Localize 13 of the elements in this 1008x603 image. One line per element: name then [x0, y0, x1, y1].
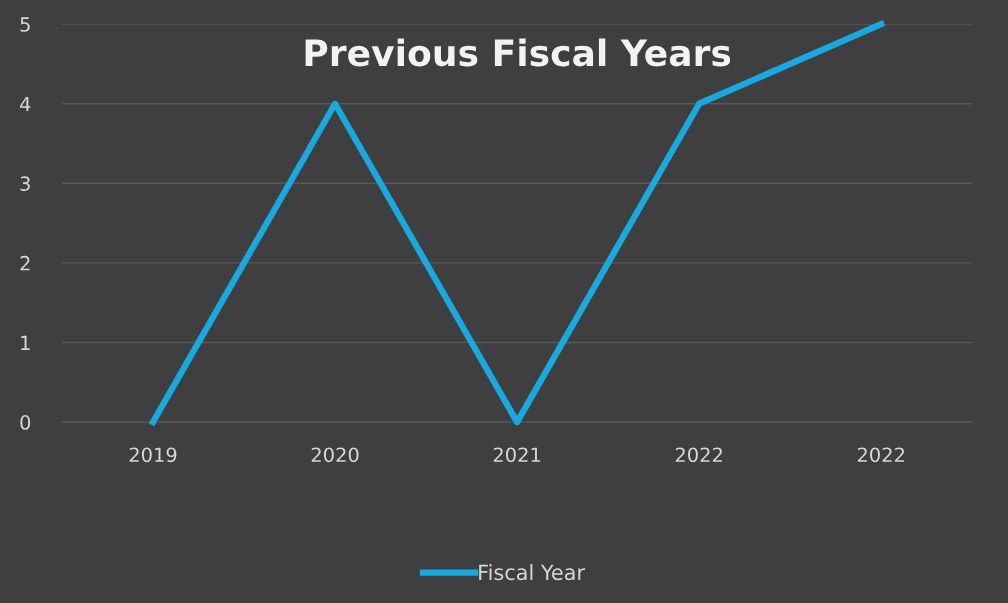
- chart-title: Previous Fiscal Years: [305, 38, 731, 67]
- y-tick-label: 5: [20, 17, 30, 32]
- y-tick-label: 3: [20, 176, 30, 191]
- y-tick-label: 1: [21, 335, 30, 350]
- x-tick-label: 2022: [675, 447, 722, 463]
- legend-label: Fiscal Year: [479, 564, 586, 581]
- x-tick-label: 2021: [493, 447, 541, 463]
- x-tick-label: 2020: [311, 447, 359, 463]
- y-tick-label: 2: [20, 255, 30, 271]
- x-tick-label: 2019: [129, 447, 177, 463]
- y-tick-label: 4: [20, 96, 31, 112]
- y-tick-label: 0: [20, 415, 31, 430]
- x-tick-label: 2022: [857, 447, 904, 463]
